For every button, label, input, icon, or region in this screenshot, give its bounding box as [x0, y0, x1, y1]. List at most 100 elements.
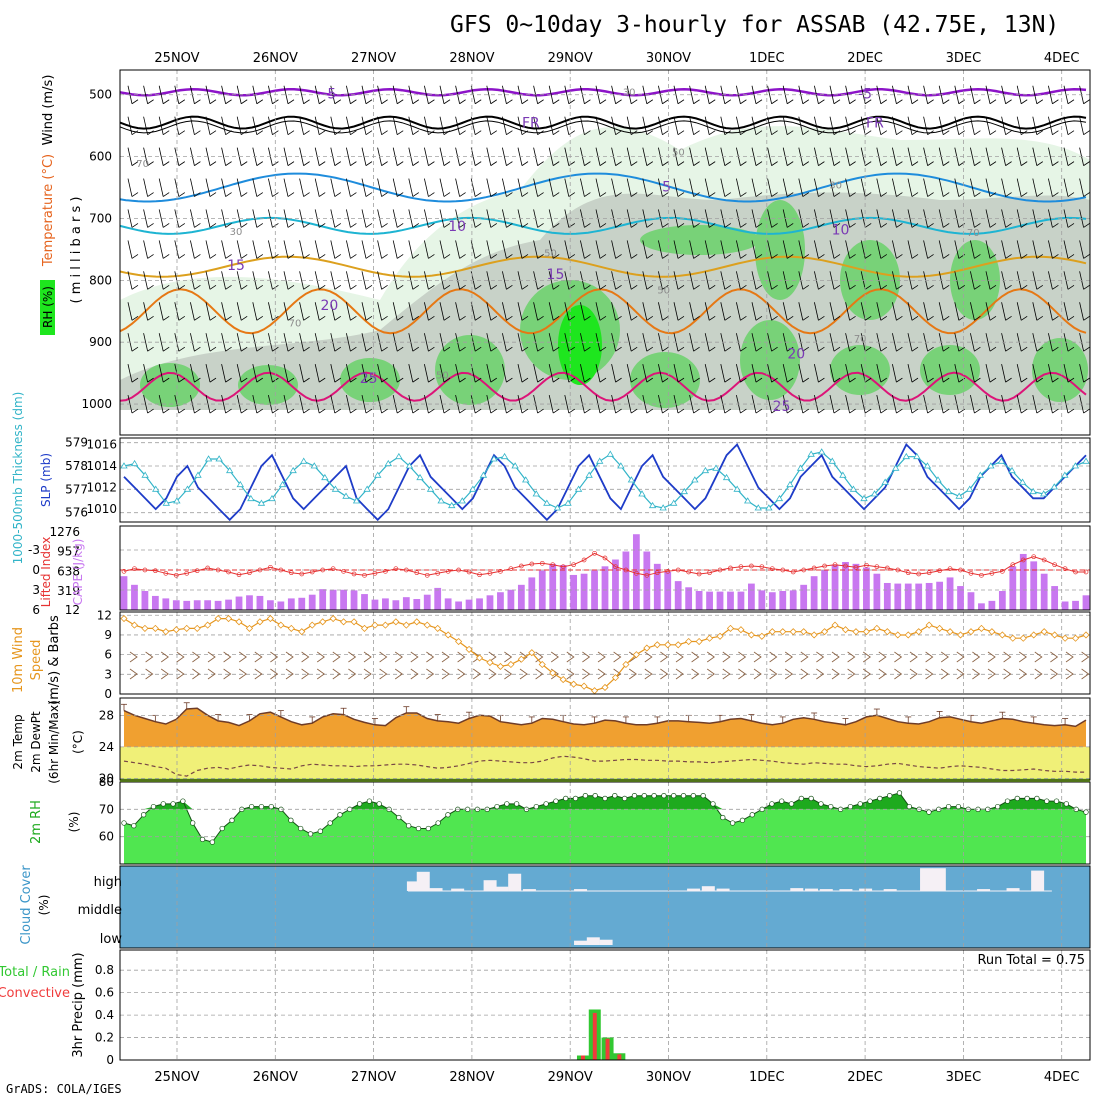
wind-barb-staff — [923, 240, 928, 259]
wind-barb-staff — [954, 240, 960, 259]
wind-barb-staff — [814, 364, 819, 383]
wind-barb-staff — [548, 364, 554, 383]
wind-barb-flag — [568, 315, 576, 321]
wind-barb-flag — [552, 254, 560, 259]
wind-barb — [299, 394, 310, 414]
lifted-point — [498, 568, 503, 574]
cape-bar — [444, 598, 452, 610]
wind-axis-label-1: 10m Wind — [11, 627, 26, 693]
thickness-point — [638, 490, 646, 497]
wind-barb — [455, 364, 466, 383]
wind-barb-flag — [599, 377, 607, 383]
wind-barb-flag — [334, 285, 342, 290]
wind-barb-flag — [334, 377, 342, 383]
rh-axis-label: RH (%) — [41, 286, 55, 328]
wind-barb — [439, 302, 451, 321]
wind-barb-flag — [272, 130, 279, 136]
wind-barb-staff — [299, 85, 304, 104]
date-label-bottom-30NOV: 30NOV — [646, 1070, 691, 1085]
cape-bar — [706, 591, 713, 610]
rh-2m-point — [298, 825, 304, 832]
cape-bar — [559, 565, 567, 610]
wind-barb-flag — [771, 130, 778, 136]
wind-barb — [720, 302, 732, 321]
wind-barb-flag — [287, 377, 295, 383]
wind-barb — [814, 116, 825, 136]
wind-barb-flag — [584, 377, 591, 383]
wind-barb — [689, 178, 700, 197]
wind-barb-staff — [626, 116, 632, 135]
cloud-level-middle: middle — [78, 903, 122, 918]
wind-barb — [970, 147, 981, 166]
wind-barb-staff — [127, 364, 133, 383]
wind-barb-staff — [1048, 147, 1053, 166]
wind-barb-staff — [970, 85, 975, 104]
wind-barb-flag — [568, 408, 576, 414]
wind-barb-flag — [584, 315, 591, 321]
wind-barb-flag — [240, 130, 248, 136]
wind-barb-flag — [818, 130, 825, 136]
wind-barb-staff — [190, 240, 195, 259]
wind-barb-flag — [506, 254, 513, 259]
surface-wind-barb — [472, 668, 481, 680]
wind-barb-staff — [970, 147, 975, 166]
wind-barb-flag — [1036, 161, 1044, 166]
wind-barb — [626, 147, 638, 166]
wind-barb-flag — [365, 346, 373, 352]
wind-barb-flag — [506, 377, 513, 383]
wind-speed-point — [695, 637, 703, 646]
wind-barb — [798, 302, 810, 321]
wind-barb — [626, 333, 638, 352]
wind-barb-flag — [1083, 99, 1090, 105]
wind-barb-flag — [428, 130, 435, 136]
rh-70-shading — [1032, 338, 1088, 402]
wind-barb — [970, 240, 981, 259]
wind-speed-point — [768, 628, 776, 636]
wind-barb-staff — [595, 302, 601, 321]
rh-2m-point — [288, 817, 294, 823]
wind-barb-flag — [318, 99, 326, 105]
cape-bar — [517, 584, 525, 610]
wind-barb-staff — [1032, 302, 1038, 321]
wind-barb — [845, 364, 856, 383]
wind-barb-staff — [626, 85, 632, 104]
wind-barb-staff — [892, 302, 897, 321]
wind-barb-flag — [755, 192, 763, 197]
wind-barb-staff — [548, 85, 554, 104]
lifted-point — [717, 567, 723, 573]
isotherm-label: 15 — [547, 267, 565, 283]
cape-bar — [1082, 595, 1090, 610]
wind-barb — [704, 147, 716, 166]
wind-barb-flag — [864, 315, 872, 321]
wind-speed-point — [465, 645, 473, 653]
wind-barb — [892, 116, 903, 136]
wind-barb — [236, 302, 248, 321]
thickness-point — [500, 452, 509, 460]
wind-speed-point — [883, 628, 891, 636]
wind-barb — [158, 364, 170, 383]
cape-bar — [957, 586, 964, 610]
wind-barb — [642, 209, 654, 228]
wind-barb-flag — [646, 130, 654, 136]
cape-bar — [402, 597, 410, 610]
rh-2m-point — [317, 828, 323, 834]
wind-barb-flag — [864, 161, 872, 166]
wind-barb — [829, 364, 841, 383]
precip-tick-0.2: 0.2 — [95, 1031, 114, 1045]
wind-barb-flag — [552, 346, 560, 352]
wind-barb-flag — [615, 346, 622, 352]
wind-barb — [626, 302, 638, 321]
wind-barb — [829, 178, 841, 197]
thickness-point — [553, 504, 562, 511]
wind-barb-flag — [708, 346, 716, 352]
wind-barb-flag — [1067, 346, 1075, 352]
wind-barb — [486, 85, 498, 105]
wind-speed-point — [172, 626, 180, 634]
thickness-point — [913, 452, 921, 460]
rh-2m-point — [690, 793, 696, 799]
wind-barb-staff — [954, 178, 960, 197]
wind-barb-flag — [911, 130, 919, 136]
wind-barb-staff — [502, 333, 507, 352]
rh-contour-label: 30 — [829, 180, 842, 191]
wind-barb-flag — [459, 130, 466, 136]
